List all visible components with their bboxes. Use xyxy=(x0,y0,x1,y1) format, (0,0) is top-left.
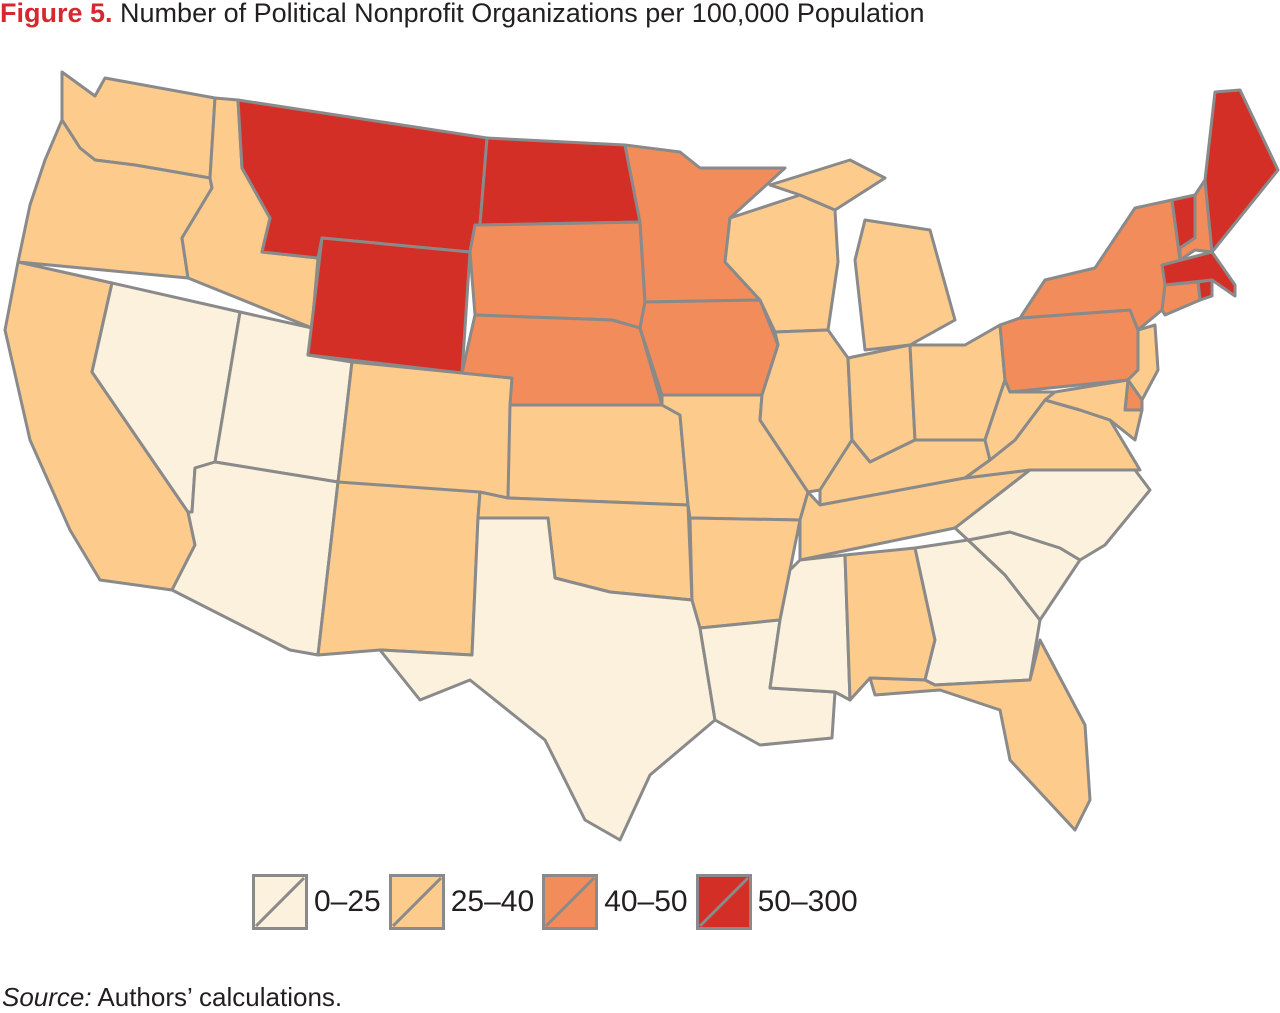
state-fl xyxy=(868,638,1092,832)
state-sd xyxy=(468,220,647,330)
state-wy xyxy=(306,236,472,375)
state-ks xyxy=(506,403,690,507)
state-il xyxy=(758,328,854,494)
state-tx xyxy=(378,516,717,842)
state-ct xyxy=(1160,280,1202,317)
state-ia xyxy=(638,298,780,397)
us-choropleth-map xyxy=(3,70,1280,842)
figure-title: Figure 5. Number of Political Nonprofit … xyxy=(0,0,1280,34)
figure-title-text: Number of Political Nonprofit Organizati… xyxy=(120,0,925,28)
source-label: Source: xyxy=(2,982,92,1012)
state-mt xyxy=(236,98,489,260)
legend-label-40-50: 40–50 xyxy=(604,885,688,918)
legend-swatch-50-300 xyxy=(695,874,752,930)
legend-swatch-40-50 xyxy=(542,874,599,930)
legend-label-0-25: 0–25 xyxy=(314,885,381,918)
figure-label: Figure 5. xyxy=(0,0,113,28)
state-pa xyxy=(998,308,1140,394)
state-nd xyxy=(478,136,642,227)
legend-swatch-25-40 xyxy=(388,874,445,930)
legend-label-25-40: 25–40 xyxy=(450,885,535,918)
legend-item-40-50: 40–50 xyxy=(542,874,688,930)
legend-item-50-300: 50–300 xyxy=(695,874,858,930)
state-md xyxy=(1043,378,1144,442)
source-text: Authors’ calculations. xyxy=(97,982,343,1012)
state-az xyxy=(170,460,340,657)
state-me xyxy=(1203,88,1280,254)
state-ny xyxy=(1018,198,1182,332)
states-layer xyxy=(3,70,1280,842)
legend: 0–25 25–40 40–50 50–300 xyxy=(252,872,866,932)
legend-item-0-25: 0–25 xyxy=(252,874,381,930)
legend-swatch-0-25 xyxy=(252,874,308,930)
legend-item-25-40: 25–40 xyxy=(388,874,535,930)
source-note: Source: Authors’ calculations. xyxy=(2,982,342,1013)
legend-label-50-300: 50–300 xyxy=(757,885,858,918)
state-co xyxy=(336,360,514,500)
state-nm xyxy=(316,480,482,657)
